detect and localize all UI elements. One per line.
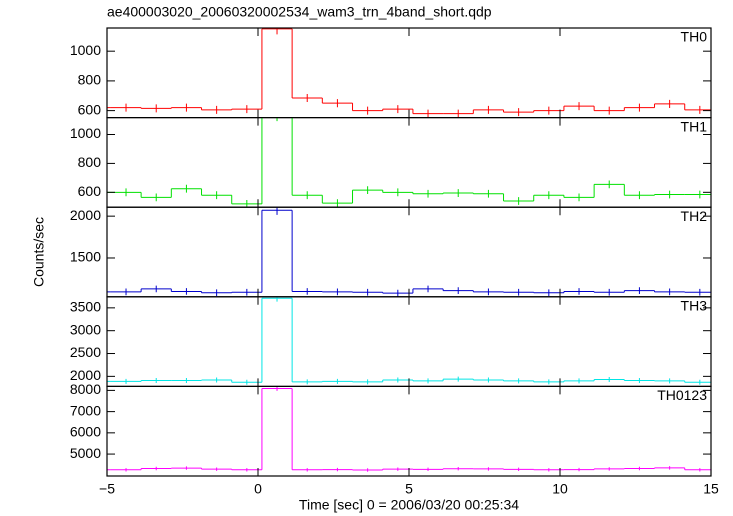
panel-label: TH0123 bbox=[657, 387, 707, 403]
y-tick-label: 6000 bbox=[70, 424, 101, 440]
panel-label: TH0 bbox=[681, 29, 708, 45]
panel-label: TH2 bbox=[681, 208, 708, 224]
step-connector bbox=[140, 28, 686, 114]
y-tick-label: 5000 bbox=[70, 445, 101, 461]
y-tick-label: 800 bbox=[78, 154, 102, 170]
x-tick-label: 10 bbox=[552, 481, 568, 497]
panel-frame bbox=[106, 116, 712, 208]
panel bbox=[107, 296, 711, 385]
y-tick-label: 600 bbox=[78, 183, 102, 199]
x-axis-label: Time [sec] 0 = 2006/03/20 00:25:34 bbox=[299, 497, 519, 513]
panel-frame bbox=[106, 385, 712, 477]
panel-frame bbox=[106, 27, 712, 119]
panel bbox=[107, 386, 711, 472]
x-tick-label: 5 bbox=[405, 481, 413, 497]
y-tick-label: 3000 bbox=[70, 321, 101, 337]
panel-label: TH1 bbox=[681, 118, 708, 134]
step-connector bbox=[140, 210, 686, 294]
panel bbox=[107, 28, 711, 118]
panel-frame bbox=[106, 296, 712, 387]
y-tick-label: 600 bbox=[78, 101, 102, 117]
step-connector bbox=[140, 388, 686, 470]
x-tick-label: −5 bbox=[99, 481, 115, 497]
y-tick-label: 2000 bbox=[70, 367, 101, 383]
y-tick-label: 2500 bbox=[70, 344, 101, 360]
y-tick-label: 800 bbox=[78, 72, 102, 88]
y-tick-label: 8000 bbox=[70, 381, 101, 397]
y-tick-label: 2000 bbox=[70, 207, 101, 223]
x-tick-label: 0 bbox=[254, 481, 262, 497]
y-tick-label: 1500 bbox=[70, 249, 101, 265]
x-tick-label: 15 bbox=[703, 481, 719, 497]
chart-title: ae400003020_20060320002534_wam3_trn_4ban… bbox=[107, 4, 492, 20]
y-tick-label: 7000 bbox=[70, 402, 101, 418]
y-axis-label: Counts/sec bbox=[31, 217, 47, 287]
panel-frame bbox=[106, 206, 712, 298]
panel bbox=[107, 117, 711, 208]
panel bbox=[107, 207, 711, 297]
y-tick-label: 3500 bbox=[70, 299, 101, 315]
y-tick-label: 1000 bbox=[70, 125, 101, 141]
y-tick-label: 1000 bbox=[70, 42, 101, 58]
panel-label: TH3 bbox=[681, 298, 708, 314]
step-connector bbox=[140, 298, 686, 383]
